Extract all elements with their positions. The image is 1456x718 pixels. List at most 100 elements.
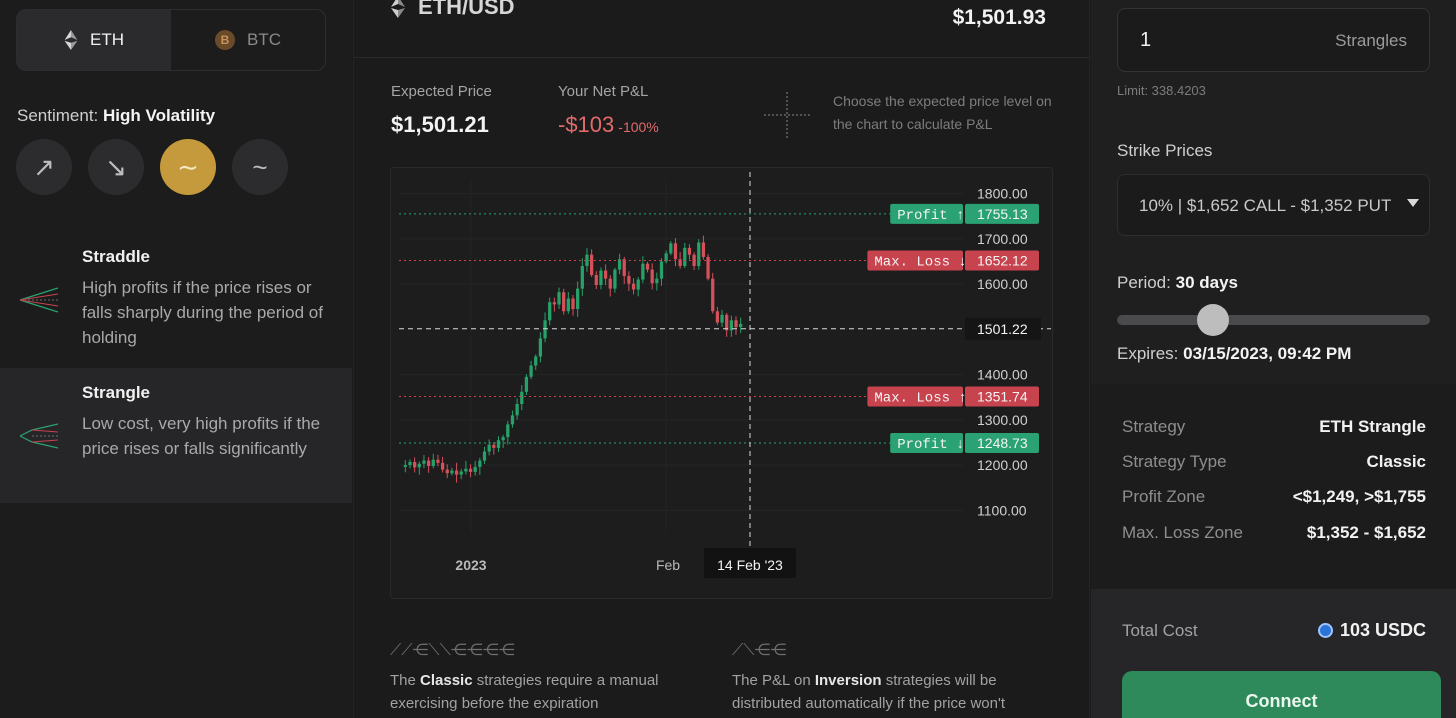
summary-value: ETH Strangle (1319, 417, 1426, 436)
net-pnl-value: -$103 -100% (558, 112, 659, 138)
candle (617, 259, 622, 270)
candle (413, 461, 417, 468)
candle (720, 314, 724, 323)
candle (622, 259, 626, 276)
price-chart-svg[interactable]: 1800.00 1700.00 1600.00 1400.00 1300.00 1200.… (391, 168, 1054, 600)
sentiment-low-volatility-button[interactable]: ~ (232, 139, 288, 195)
loss-level-price: 1652.12 (977, 253, 1028, 269)
summary-strategy: Strategy ETH Strangle (1122, 417, 1426, 437)
sentiment-prefix: Sentiment: (17, 106, 99, 125)
strategy-strangle[interactable]: Strangle Low cost, very high profits if … (0, 368, 352, 503)
expires-prefix: Expires: (1117, 344, 1179, 363)
caret-down-icon (1407, 199, 1419, 207)
strangle-icon (19, 423, 59, 449)
x-tick-label: 2023 (455, 557, 486, 573)
candle (664, 253, 668, 262)
candle (450, 470, 454, 474)
candle (422, 460, 426, 464)
summary-value: Classic (1366, 452, 1426, 471)
candle (524, 376, 529, 392)
candle (468, 468, 473, 472)
candle (673, 243, 678, 260)
asset-eth-label: ETH (90, 30, 124, 49)
price-chart[interactable]: 1800.00 1700.00 1600.00 1400.00 1300.00 1200.… (390, 167, 1053, 599)
sentiment-bullish-button[interactable]: ↗ (16, 139, 72, 195)
sentiment-buttons: ↗ ↘ ∼ ~ (16, 139, 288, 195)
profit-level-label: Profit ↓ (897, 437, 964, 453)
summary-key: Profit Zone (1122, 487, 1206, 506)
candle (669, 243, 673, 254)
chart-hint: Choose the expected price level on the c… (833, 93, 1052, 132)
y-tick-label: 1400.00 (977, 367, 1028, 383)
classic-note: The Classic strategies require a manual … (390, 669, 690, 715)
net-pnl-amount: -$103 (558, 112, 615, 137)
candle (585, 254, 589, 266)
sentiment-high-volatility-button[interactable]: ∼ (160, 139, 216, 195)
y-tick-label: 1700.00 (977, 231, 1028, 247)
candle (464, 468, 468, 472)
pair-title: ETH/USD (390, 0, 515, 20)
candle (566, 298, 570, 312)
asset-toggle: ETH B BTC (16, 9, 326, 71)
period-label: Period: 30 days (1117, 273, 1238, 293)
candle (403, 465, 407, 467)
crosshair-date-label: 14 Feb '23 (717, 557, 783, 573)
candle (655, 278, 659, 284)
usdc-icon (1317, 623, 1333, 638)
classic-icons-glyphs: ⟋⟋⋲⟍⟍⋲⋲⋲⋲ (390, 642, 515, 659)
candle (445, 469, 449, 474)
loss-level-label: Max. Loss ↑ (874, 390, 966, 406)
candle (687, 247, 692, 255)
asset-eth-button[interactable]: ETH (17, 10, 171, 70)
strategy-strangle-desc: Low cost, very high profits if the price… (82, 414, 321, 458)
strike-prices-value: 10% | $1,652 CALL - $1,352 PUT (1139, 196, 1392, 215)
strategy-strangle-title: Strangle (82, 383, 151, 402)
quantity-input[interactable]: 1 Strangles (1117, 8, 1430, 72)
strike-prices-select[interactable]: 10% | $1,652 CALL - $1,352 PUT (1117, 174, 1430, 236)
ethereum-icon (64, 30, 78, 50)
inversion-icons-glyphs: ⟋⟍⋲⋲ (732, 642, 787, 659)
summary-key: Strategy Type (1122, 452, 1227, 471)
candle (590, 254, 594, 276)
loss-level-tag (867, 386, 963, 407)
candle (599, 270, 603, 285)
sentiment-bearish-button[interactable]: ↘ (88, 139, 144, 195)
period-value: 30 days (1175, 273, 1238, 292)
candle (711, 278, 715, 312)
expires-label: Expires: 03/15/2023, 09:42 PM (1117, 344, 1351, 364)
inversion-note-bold: Inversion (814, 672, 882, 689)
candle (534, 356, 538, 366)
straddle-icon (19, 287, 59, 313)
profit-level-tag (890, 433, 963, 454)
asset-btc-label: BTC (247, 30, 281, 49)
period-slider-handle[interactable] (1196, 304, 1229, 336)
wave-high-icon: ∼ (177, 151, 199, 182)
period-slider[interactable] (1117, 315, 1430, 325)
connect-button[interactable]: Connect (1122, 671, 1441, 718)
candle (571, 298, 575, 309)
profit-level-price: 1755.13 (977, 206, 1028, 222)
candle (683, 247, 687, 266)
candle (725, 314, 729, 331)
candle (562, 292, 566, 312)
summary-key: Max. Loss Zone (1122, 523, 1243, 542)
candle (580, 265, 584, 289)
strategy-straddle[interactable]: Straddle High profits if the price rises… (0, 232, 352, 366)
inversion-note: The P&L on Inversion strategies will be … (732, 669, 1032, 715)
candle (603, 270, 608, 279)
candle (627, 275, 631, 284)
summary-key: Strategy (1122, 417, 1186, 436)
profit-level-price-tag (965, 433, 1039, 454)
candle (520, 391, 524, 405)
asset-btc-button[interactable]: B BTC (171, 10, 325, 70)
candle (734, 320, 738, 328)
total-cost-amount: 103 USDC (1339, 620, 1426, 640)
total-cost-label: Total Cost (1122, 621, 1198, 640)
expected-price-label: Expected Price (391, 83, 492, 100)
y-tick-label: 1300.00 (977, 412, 1028, 428)
chart-panel: ETH/USD $1,501.93 Expected Price $1,501.… (353, 0, 1091, 718)
candle (678, 259, 682, 266)
candle (408, 461, 412, 466)
profit-level-price: 1248.73 (977, 435, 1028, 451)
profit-level-label: Profit ↑ (897, 208, 964, 224)
